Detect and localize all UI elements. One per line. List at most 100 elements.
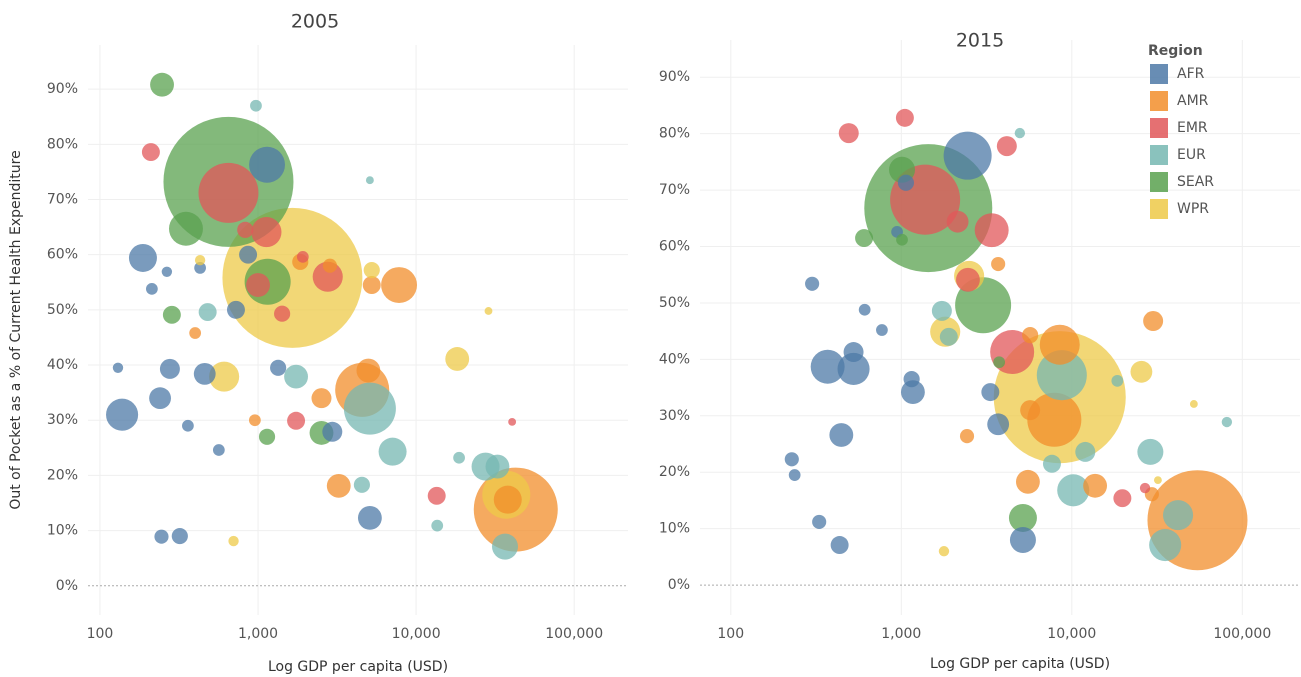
chart-title: 2015	[956, 30, 1004, 52]
bubble	[427, 486, 446, 505]
bubble	[996, 136, 1017, 157]
legend-label: AFR	[1177, 66, 1205, 82]
x-tick-label: 100	[87, 626, 114, 642]
bubble	[991, 256, 1006, 272]
bubble	[896, 233, 908, 246]
y-tick-label: 70%	[659, 182, 690, 198]
bubble	[249, 414, 261, 427]
bubble	[1020, 400, 1041, 421]
bubble	[378, 437, 407, 466]
bubble	[189, 327, 202, 339]
x-tick-label: 10,000	[1047, 626, 1096, 642]
bubble	[198, 303, 217, 322]
bubble	[897, 174, 915, 191]
y-tick-label: 0%	[668, 577, 690, 593]
y-tick-label: 0%	[56, 578, 78, 594]
bubble	[508, 417, 517, 426]
bubble	[1139, 482, 1151, 494]
bubble	[209, 361, 240, 392]
legend-label: SEAR	[1177, 174, 1214, 190]
y-tick-label: 10%	[659, 521, 690, 537]
bubble	[168, 211, 203, 246]
bubble	[171, 528, 188, 545]
bubble	[154, 529, 169, 544]
bubble	[194, 255, 206, 266]
bubble	[112, 362, 124, 373]
bubble	[296, 251, 309, 263]
x-tick-label: 1,000	[881, 626, 921, 642]
bubble	[1137, 438, 1164, 465]
bubble	[946, 210, 969, 233]
y-axis-title: Out of Pocket as a % of Current Health E…	[8, 150, 24, 509]
bubble	[353, 476, 370, 493]
bubble	[159, 358, 180, 379]
bubble	[356, 358, 381, 383]
legend-title: Region	[1148, 43, 1203, 59]
bubble	[1162, 500, 1194, 531]
bubble	[1027, 392, 1082, 447]
bubble	[876, 324, 888, 336]
bubble	[993, 356, 1006, 369]
bubble	[981, 383, 1000, 402]
bubble	[788, 469, 801, 481]
bubble	[311, 388, 332, 409]
bubble	[150, 72, 174, 97]
y-tick-label: 80%	[659, 126, 690, 142]
bubble	[784, 452, 799, 467]
x-tick-label: 100,000	[1213, 626, 1271, 642]
bubble	[931, 300, 952, 321]
bubble	[1009, 526, 1036, 553]
legend-label: WPR	[1177, 201, 1209, 217]
bubble	[810, 349, 845, 384]
bubble	[149, 387, 171, 410]
bubble	[956, 267, 980, 292]
bubble	[837, 352, 870, 386]
bubble	[805, 276, 820, 291]
bubble	[250, 99, 262, 112]
bubble	[1113, 489, 1132, 508]
bubble	[106, 398, 139, 431]
bubble	[829, 423, 854, 447]
bubble	[326, 473, 351, 498]
bubble	[161, 266, 173, 277]
bubble	[895, 108, 914, 127]
y-tick-label: 70%	[47, 192, 78, 208]
bubble	[812, 514, 827, 529]
bubble	[1111, 374, 1124, 387]
bubble	[838, 123, 859, 144]
bubble	[959, 429, 975, 444]
bubble	[198, 162, 259, 223]
bubble	[1075, 441, 1096, 462]
bubble	[182, 419, 194, 432]
bubble	[381, 267, 418, 303]
x-axis-title: Log GDP per capita (USD)	[930, 656, 1110, 672]
bubble	[1143, 311, 1164, 332]
x-tick-label: 1,000	[238, 626, 278, 642]
bubble	[493, 485, 522, 514]
bubble	[855, 229, 874, 248]
bubble	[830, 536, 849, 555]
bubble	[943, 131, 992, 180]
bubble	[1189, 400, 1198, 408]
legend-swatch	[1150, 118, 1168, 138]
chart-title: 2005	[291, 11, 339, 33]
bubble	[858, 303, 871, 316]
bubble	[1022, 327, 1039, 344]
x-axis-title: Log GDP per capita (USD)	[268, 659, 448, 675]
bubble	[900, 380, 925, 405]
bubble	[228, 535, 239, 547]
bubble	[485, 454, 510, 479]
y-tick-label: 50%	[659, 295, 690, 311]
legend-swatch	[1150, 172, 1168, 192]
bubble	[162, 305, 181, 324]
y-tick-label: 50%	[47, 302, 78, 318]
x-tick-label: 100	[717, 626, 744, 642]
bubble	[193, 362, 216, 385]
bubble	[246, 273, 270, 297]
bubble	[1149, 528, 1182, 562]
bubble	[1221, 416, 1233, 428]
x-tick-label: 100,000	[545, 626, 603, 642]
y-tick-label: 90%	[47, 81, 78, 97]
y-tick-label: 90%	[659, 69, 690, 85]
